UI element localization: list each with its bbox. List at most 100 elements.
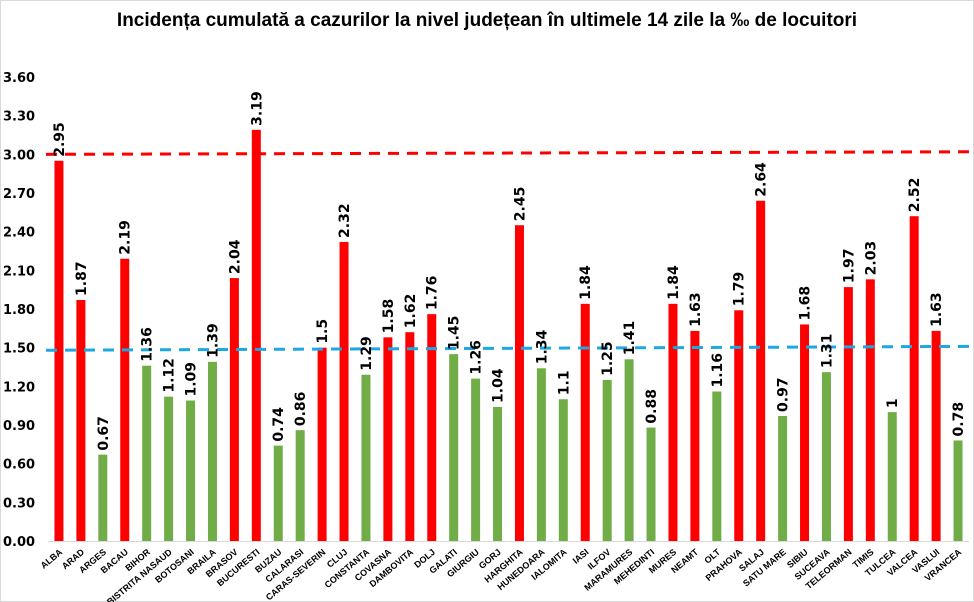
bar-dolj: [427, 314, 437, 541]
bar-satu-mare: [778, 415, 788, 541]
reference-lines: [45, 150, 974, 352]
y-tick-label: 2.40: [3, 226, 35, 241]
data-label: 0.97: [776, 377, 792, 412]
y-tick-label: 0.90: [3, 419, 35, 434]
data-label: 2.19: [118, 220, 134, 255]
data-label: 1.16: [710, 353, 726, 388]
data-label: 1: [885, 398, 901, 408]
bar-calarasi: [295, 430, 305, 541]
bar-arad: [76, 299, 86, 541]
bar-bistrita-nasaud: [164, 396, 174, 541]
reference-line-threshold-1.5: [45, 344, 974, 352]
data-label: 1.63: [688, 292, 704, 327]
bar-sibiu: [800, 324, 810, 541]
bar-tulcea: [887, 412, 897, 541]
data-label: 1.84: [578, 265, 594, 300]
bar-buzau: [273, 445, 283, 541]
data-label: 1.5: [315, 319, 331, 344]
data-label: 1.62: [403, 294, 419, 329]
bar-ilfov: [602, 379, 612, 541]
data-label: 1.87: [74, 261, 90, 296]
data-label: 1.31: [819, 334, 835, 369]
y-tick-label: 1.20: [3, 380, 35, 395]
y-tick-label: 0.00: [3, 535, 35, 550]
data-label: 1.34: [534, 329, 550, 364]
data-label: 2.45: [512, 187, 528, 222]
data-label: 1.04: [491, 368, 507, 403]
bar-ialomita: [558, 399, 568, 541]
bars: [54, 129, 963, 541]
data-label: 2.95: [52, 122, 68, 157]
bar-olt: [712, 391, 722, 541]
bar-braila: [207, 361, 217, 541]
data-label: 1.09: [184, 362, 200, 397]
y-tick-label: 3.60: [3, 71, 35, 86]
data-label: 1.12: [162, 358, 178, 393]
data-label: 2.52: [907, 178, 923, 213]
y-tick-label: 1.80: [3, 303, 35, 318]
data-label: 0.67: [96, 416, 112, 451]
y-tick-label: 1.50: [3, 342, 35, 357]
bar-caras-severin: [317, 347, 327, 541]
y-tick-label: 2.70: [3, 187, 35, 202]
y-tick-label: 3.30: [3, 110, 35, 125]
bar-hunedoara: [536, 368, 546, 541]
bar-bucuresti: [251, 129, 261, 541]
bar-mehedinti: [646, 427, 656, 541]
bar-bacau: [120, 258, 130, 541]
reference-line-threshold-3: [45, 150, 974, 156]
bar-neamt: [690, 330, 700, 541]
data-label: 2.03: [863, 241, 879, 276]
bar-prahova: [734, 310, 744, 541]
bar-gorj: [493, 406, 503, 541]
data-label: 1.36: [140, 327, 156, 362]
bar-mures: [668, 303, 678, 541]
bar-iasi: [580, 303, 590, 541]
bar-giurgiu: [471, 378, 481, 541]
bar-teleorman: [843, 287, 853, 541]
data-label: 1.45: [447, 316, 463, 351]
data-label: 2.04: [227, 239, 243, 274]
data-label: 1.26: [469, 340, 485, 375]
bar-constanta: [361, 374, 371, 541]
bar-dambovita: [405, 332, 415, 541]
chart-title: Incidența cumulată a cazurilor la nivel …: [116, 10, 858, 31]
data-label: 1.79: [732, 272, 748, 307]
y-tick-label: 2.10: [3, 264, 35, 279]
bar-valcea: [909, 216, 919, 541]
x-tick-label: ALBA: [39, 547, 65, 571]
data-label: 0.78: [951, 402, 967, 437]
bar-vrancea: [953, 440, 963, 541]
bar-harghita: [514, 225, 524, 541]
data-label: 0.74: [271, 407, 287, 442]
bar-alba: [54, 160, 64, 541]
bar-bihor: [142, 365, 152, 541]
bar-cluj: [339, 241, 349, 541]
data-label: 1.76: [425, 276, 441, 311]
bar-suceava: [821, 372, 831, 541]
y-tick-label: 0.60: [3, 458, 35, 473]
y-tick-label: 3.00: [3, 148, 35, 163]
data-label: 1.29: [359, 336, 375, 371]
data-label: 2.32: [337, 203, 353, 238]
bar-timis: [865, 279, 875, 541]
bar-maramures: [624, 359, 634, 541]
data-label: 0.86: [293, 392, 309, 427]
bar-arges: [98, 454, 108, 541]
data-label: 1.39: [205, 323, 221, 358]
data-label: 0.88: [644, 389, 660, 424]
data-label: 1.41: [622, 321, 638, 356]
y-tick-label: 0.30: [3, 496, 35, 511]
data-label: 1.25: [600, 341, 616, 376]
data-label: 1.84: [666, 265, 682, 300]
data-label: 2.64: [754, 162, 770, 197]
bar-covasna: [383, 337, 393, 541]
data-label: 1.1: [556, 370, 572, 395]
data-labels: 2.95 1.87 0.67 2.19 1.36 1.12 1.09 1.39 2.04 3.19…: [52, 91, 967, 450]
bar-salaj: [756, 200, 766, 541]
data-label: 3.19: [249, 91, 265, 126]
bar-brasov: [229, 278, 239, 541]
